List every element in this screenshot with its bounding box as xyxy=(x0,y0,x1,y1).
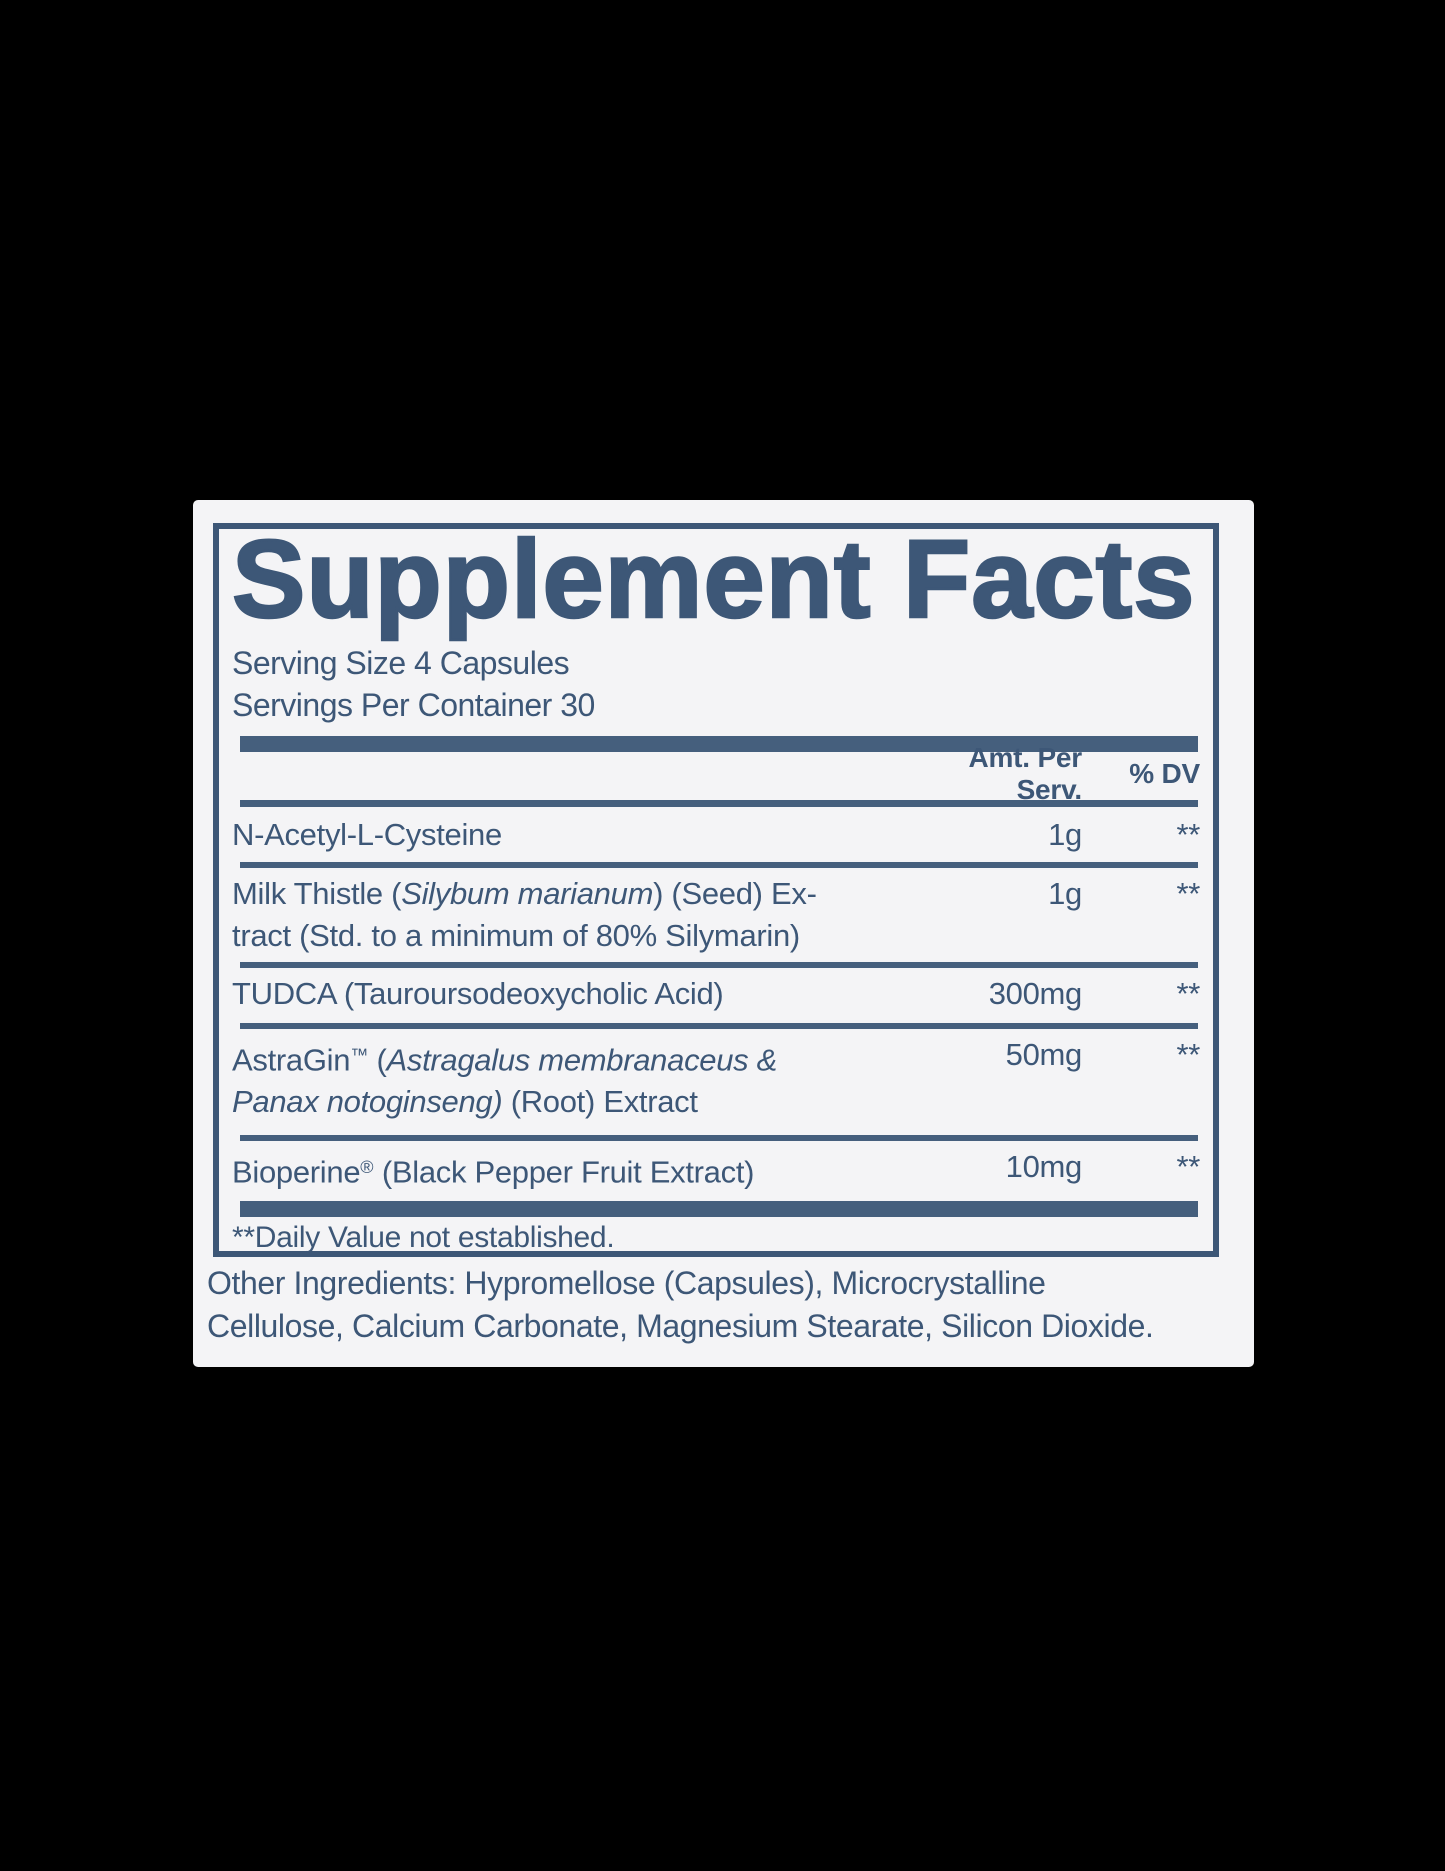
ingredient-dv: ** xyxy=(1176,876,1200,911)
other-ingredients-line2: Cellulose, Calcium Carbonate, Magnesium … xyxy=(207,1308,1154,1344)
ingredient-row-tudca: TUDCA (Tauroursodeoxycholic Acid) 300mg … xyxy=(232,968,1206,1023)
ingredient-name: AstraGin™ (Astragalus membranaceus & Pana… xyxy=(232,1034,932,1123)
ingredient-name-text: N-Acetyl-L-Cysteine xyxy=(232,817,502,852)
ingredient-name-text: AstraGin xyxy=(232,1042,351,1078)
ingredient-name: TUDCA (Tauroursodeoxycholic Acid) xyxy=(232,973,932,1015)
trademark-symbol: ™ xyxy=(350,1045,369,1065)
ingredient-name-text: TUDCA (Tauroursodeoxycholic Acid) xyxy=(232,976,724,1011)
row-divider xyxy=(240,1023,1198,1029)
divider-under-header xyxy=(240,800,1198,807)
ingredient-name-latin: Silybum marianum xyxy=(401,876,654,911)
column-header-row: Amt. Per Serv. % DV xyxy=(232,742,1206,805)
ingredient-amount: 300mg xyxy=(988,976,1083,1011)
ingredient-dv: ** xyxy=(1176,817,1200,852)
ingredient-amount: 50mg xyxy=(1005,1037,1083,1072)
row-divider xyxy=(240,1135,1198,1142)
ingredient-name-latin: Astragalus membranaceus & xyxy=(386,1042,778,1078)
facts-box: Supplement Facts Serving Size 4 Capsules… xyxy=(213,523,1219,1257)
ingredient-name-text: (Black Pepper Fruit Extract) xyxy=(373,1154,755,1190)
servings-per-container: Servings Per Container 30 xyxy=(232,687,595,723)
row-divider xyxy=(240,962,1198,968)
ingredient-dv: ** xyxy=(1176,976,1200,1011)
ingredient-amount: 1g xyxy=(1048,817,1082,852)
ingredient-name-text: ) (Seed) Ex- xyxy=(653,876,817,911)
other-ingredients-line1: Other Ingredients: Hypromellose (Capsule… xyxy=(207,1265,1046,1301)
ingredient-name: Milk Thistle (Silybum marianum) (Seed) E… xyxy=(232,873,932,957)
ingredient-name-text: Bioperine xyxy=(232,1154,361,1190)
registered-symbol: ® xyxy=(360,1157,374,1178)
other-ingredients: Other Ingredients: Hypromellose (Capsule… xyxy=(207,1262,1244,1348)
serving-size: Serving Size 4 Capsules xyxy=(232,645,570,681)
ingredient-name-line2: tract (Std. to a minimum of 80% Silymari… xyxy=(232,918,800,953)
ingredient-name-text: (Root) Extract xyxy=(502,1084,698,1120)
ingredient-name: N-Acetyl-L-Cysteine xyxy=(232,814,932,856)
dv-column-header: % DV xyxy=(1129,758,1200,789)
ingredient-row-bioperine: Bioperine® (Black Pepper Fruit Extract) … xyxy=(232,1141,1206,1200)
ingredient-amount: 1g xyxy=(1048,876,1082,911)
ingredient-name: Bioperine® (Black Pepper Fruit Extract) xyxy=(232,1146,932,1193)
ingredient-amount: 10mg xyxy=(1005,1149,1083,1185)
divider-thick-bottom xyxy=(240,1200,1198,1217)
supplement-facts-panel: Supplement Facts Serving Size 4 Capsules… xyxy=(193,500,1254,1367)
ingredient-dv: ** xyxy=(1176,1149,1200,1185)
ingredient-name-latin-line2: Panax notoginseng) xyxy=(232,1084,503,1120)
row-divider xyxy=(240,862,1198,868)
ingredient-dv: ** xyxy=(1176,1037,1200,1072)
divider-thick-top xyxy=(240,736,1198,752)
ingredient-row-nac: N-Acetyl-L-Cysteine 1g ** xyxy=(232,807,1206,862)
ingredient-row-astragin: AstraGin™ (Astragalus membranaceus & Pana… xyxy=(232,1029,1206,1135)
ingredient-name-text: Milk Thistle ( xyxy=(232,876,402,911)
daily-value-footnote: **Daily Value not established. xyxy=(232,1220,615,1254)
panel-title: Supplement Facts xyxy=(231,518,1196,641)
ingredient-name-text: ( xyxy=(368,1042,387,1078)
amount-column-header: Amt. Per Serv. xyxy=(968,742,1082,805)
ingredient-row-milk-thistle: Milk Thistle (Silybum marianum) (Seed) E… xyxy=(232,868,1206,962)
